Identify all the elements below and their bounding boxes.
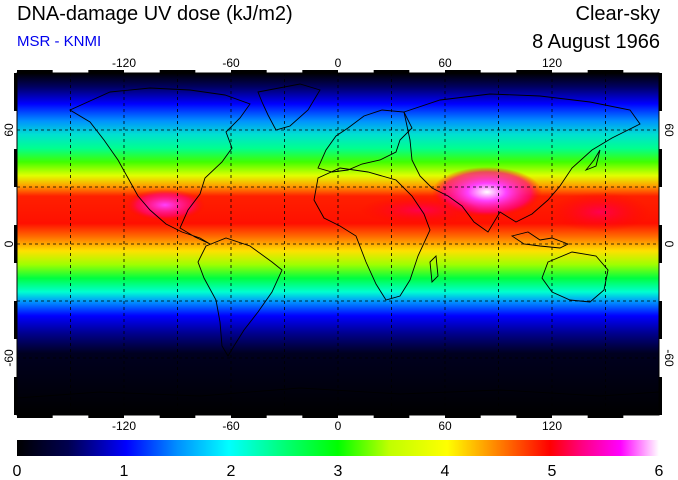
frame-tick-bottom: [231, 415, 267, 418]
latitude-label: 0: [662, 241, 676, 248]
frame-tick-bottom: [302, 415, 338, 418]
colorbar-labels: 0 1 2 3 4 5 6: [13, 463, 664, 480]
frame-ticks: [14, 70, 662, 418]
frame-tick-bottom: [88, 415, 124, 418]
arabia-high-dose: [360, 196, 480, 224]
colorbar-label: 1: [120, 463, 129, 480]
latitude-labels-right: -60 0 60: [662, 123, 676, 367]
colorbar-label: 0: [13, 463, 22, 480]
colorbar: [17, 440, 659, 456]
south-america-outline: [197, 237, 283, 357]
frame-tick-bottom: [516, 415, 552, 418]
date-label: 8 August 1966: [532, 31, 660, 53]
mexico-high-dose: [125, 189, 205, 221]
frame-tick-right: [659, 149, 662, 187]
frame-tick-bottom: [17, 415, 53, 418]
frame-tick-left: [14, 225, 17, 263]
sky-condition-label: Clear-sky: [575, 3, 660, 25]
asia-outline: [403, 93, 641, 233]
colorbar-label: 5: [548, 463, 557, 480]
frame-tick-bottom: [159, 415, 196, 418]
frame-tick-bottom: [587, 415, 624, 418]
colorbar-label: 2: [227, 463, 236, 480]
latitude-labels-left: -60 0 60: [2, 123, 16, 367]
frame-tick-bottom: [445, 415, 481, 418]
frame-tick-top: [302, 70, 338, 73]
japan-outline: [584, 149, 601, 172]
greenland-outline: [257, 83, 321, 131]
latitude-label: -60: [2, 349, 16, 367]
latitude-label: -60: [662, 349, 676, 367]
longitude-label: 120: [542, 56, 562, 70]
graticule: [17, 73, 659, 415]
longitude-label: -60: [222, 56, 240, 70]
frame-tick-top: [231, 70, 267, 73]
frame-tick-top: [373, 70, 410, 73]
antarctica-outline: [17, 387, 659, 399]
madagascar-outline: [429, 255, 439, 283]
latitude-label: 60: [662, 123, 676, 137]
coastlines: [17, 83, 659, 399]
colorbar-label: 3: [334, 463, 343, 480]
frame-tick-left: [14, 149, 17, 187]
longitude-labels-bottom: -120 -60 0 60 120: [112, 419, 562, 433]
longitude-label: 60: [438, 56, 452, 70]
australia-outline: [541, 251, 609, 303]
frame-tick-top: [587, 70, 624, 73]
longitude-label: 0: [335, 56, 342, 70]
map-title: DNA-damage UV dose (kJ/m2): [17, 3, 293, 25]
north-america-outline: [69, 87, 251, 245]
frame-tick-top: [159, 70, 196, 73]
frame-tick-left: [14, 73, 17, 111]
frame-tick-right: [659, 73, 662, 111]
frame-tick-left: [14, 377, 17, 415]
frame-tick-top: [445, 70, 481, 73]
frame-tick-top: [17, 70, 53, 73]
indonesia-outline: [510, 231, 570, 249]
frame-tick-top: [516, 70, 552, 73]
colorbar-label: 4: [441, 463, 450, 480]
longitude-label: 60: [438, 419, 452, 433]
europe-outline: [317, 109, 413, 173]
longitude-label: 0: [335, 419, 342, 433]
frame-tick-bottom: [373, 415, 410, 418]
colorbar-label: 6: [655, 463, 664, 480]
longitude-label: -120: [112, 56, 136, 70]
frame-tick-right: [659, 377, 662, 415]
latitude-label: 0: [2, 240, 16, 247]
frame-tick-right: [659, 301, 662, 339]
data-source-label: MSR - KNMI: [17, 33, 102, 50]
longitude-labels-top: -120 -60 0 60 120: [112, 56, 562, 70]
longitude-label: 120: [542, 419, 562, 433]
frame-tick-top: [88, 70, 124, 73]
longitude-label: -120: [112, 419, 136, 433]
frame-tick-left: [14, 301, 17, 339]
pacific-high-dose: [550, 192, 650, 232]
africa-outline: [313, 167, 431, 301]
frame-tick-right: [659, 225, 662, 263]
longitude-label: -60: [222, 419, 240, 433]
latitude-label: 60: [2, 123, 16, 137]
